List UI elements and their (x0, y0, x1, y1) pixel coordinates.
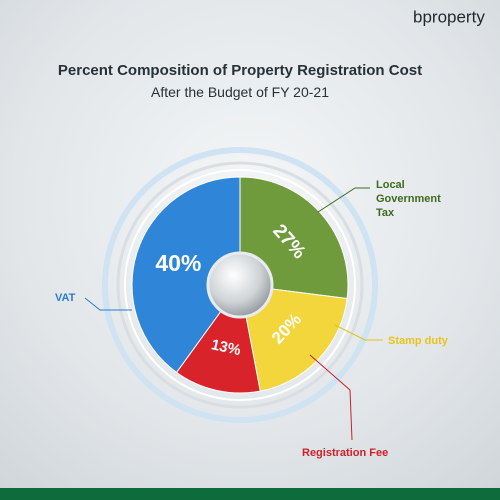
leader-line (309, 354, 353, 441)
leader-line (317, 187, 370, 213)
category-label: Registration Fee (302, 447, 389, 459)
pie-slice (239, 284, 348, 392)
category-label: VAT (55, 292, 76, 304)
decor-ring (116, 161, 364, 409)
chart-title: Percent Composition of Property Registra… (58, 62, 422, 79)
value-label: 13% (210, 337, 243, 359)
leader-line (334, 324, 383, 341)
value-label: 40% (155, 250, 201, 276)
category-label: Local Government Tax (376, 179, 441, 219)
decor-ring (124, 169, 356, 401)
category-label: Stamp duty (388, 335, 448, 347)
leader-line (84, 297, 132, 311)
footer-bar (0, 488, 500, 500)
chart-subtitle: After the Budget of FY 20-21 (151, 84, 329, 100)
decor-ring (102, 147, 378, 423)
brand-logo: bproperty (413, 7, 485, 26)
pie-slice (131, 176, 241, 374)
center-hub (206, 251, 274, 319)
